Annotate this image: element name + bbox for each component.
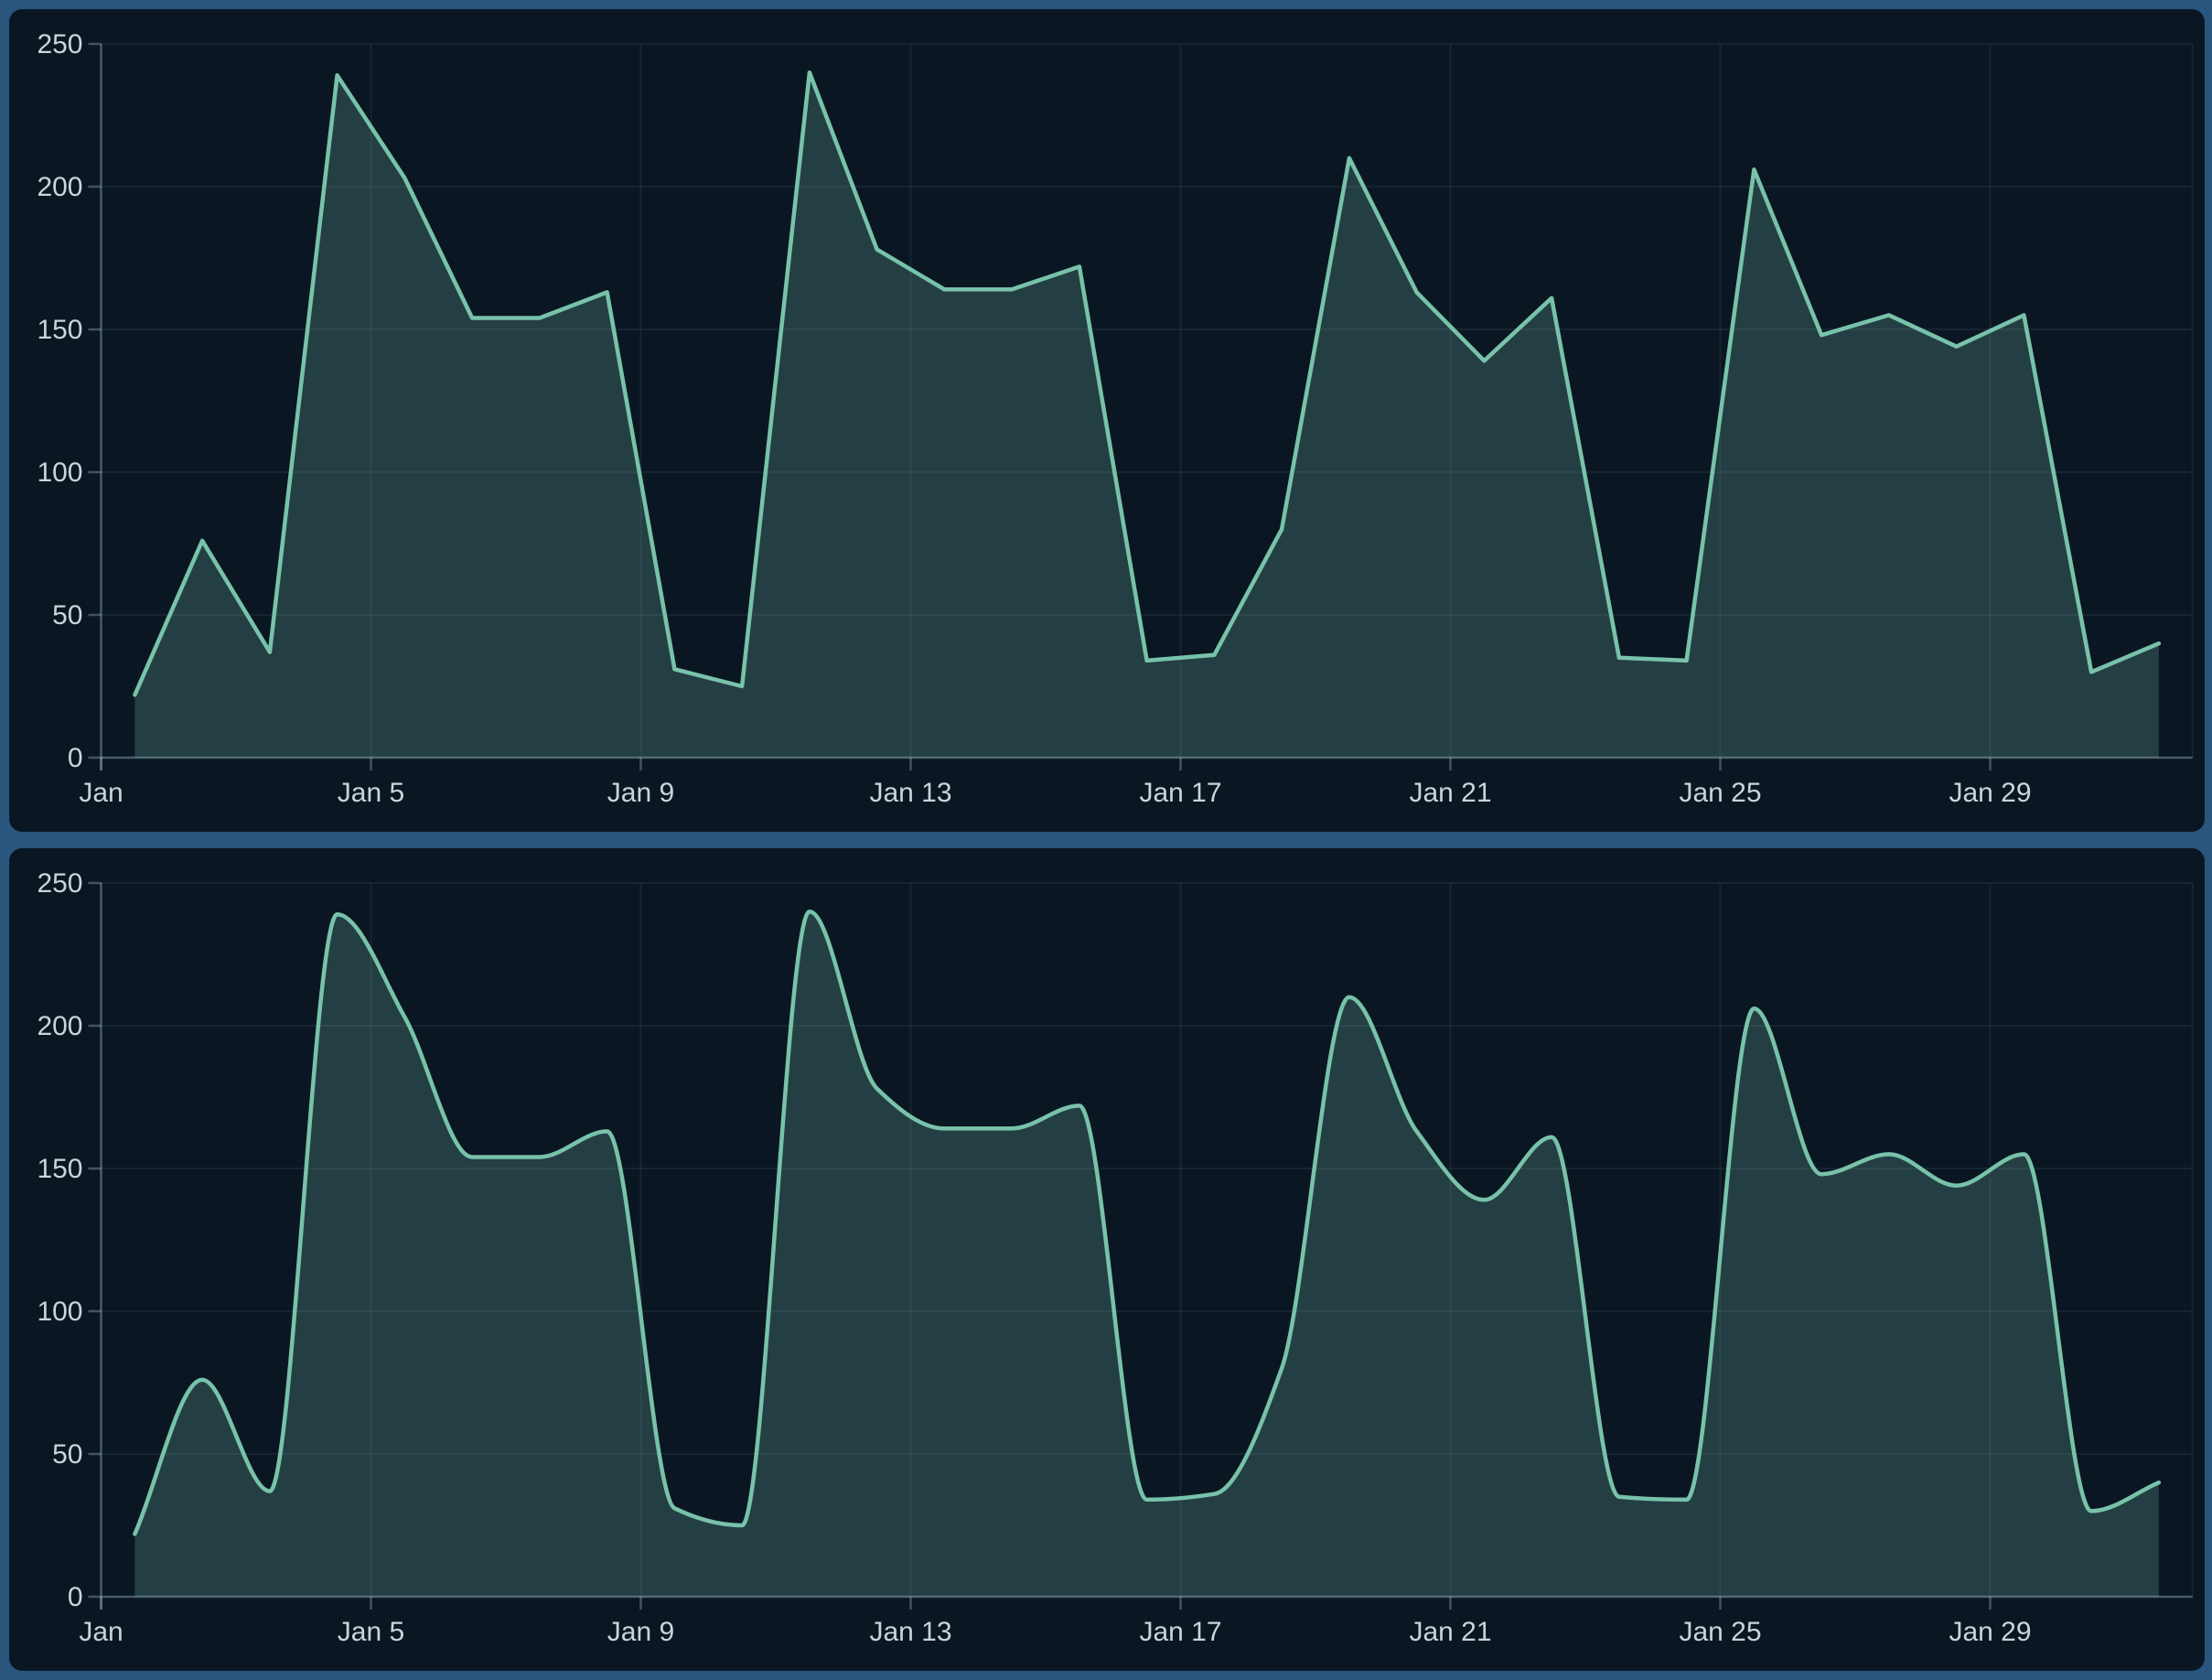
line-path — [133, 909, 2162, 1536]
x-tick-label: Jan 5 — [338, 1617, 404, 1647]
x-tick-label: Jan 25 — [1679, 1617, 1761, 1647]
area-fill — [134, 72, 2159, 758]
area-fill — [134, 911, 2159, 1597]
area-chart-panel-linear: 0 50 100 150 200 250 Jan Jan 5 Jan 9 Jan 13 Jan 17… — [9, 9, 2205, 832]
y-tick-label: 0 — [68, 1582, 83, 1612]
x-tick-label: Jan 9 — [607, 1617, 674, 1647]
y-tick-label: 250 — [37, 868, 82, 899]
y-tick-label: 0 — [68, 743, 83, 773]
x-tick-label: Jan 21 — [1409, 1617, 1491, 1647]
x-tick-label: Jan 9 — [607, 778, 674, 808]
area-chart-panel-smooth: 0 50 100 150 200 250 Jan Jan 5 Jan 9 Jan 13 Jan 17… — [9, 848, 2205, 1671]
x-tick-label: Jan 13 — [869, 778, 951, 808]
chart-canvas-linear[interactable]: 0 50 100 150 200 250 Jan Jan 5 Jan 9 Jan 13 Jan 17… — [9, 9, 2205, 832]
x-tick-label: Jan 17 — [1139, 778, 1221, 808]
x-tick-label: Jan 29 — [1949, 1617, 2031, 1647]
line-path — [133, 70, 2162, 697]
x-tick-label: Jan 25 — [1679, 778, 1761, 808]
x-tick-label: Jan 21 — [1409, 778, 1491, 808]
x-tick-label: Jan 17 — [1139, 1617, 1221, 1647]
x-tick-label: Jan 13 — [869, 1617, 951, 1647]
y-tick-label: 150 — [37, 1154, 82, 1184]
y-tick-label: 250 — [37, 29, 82, 59]
y-tick-label: 200 — [37, 1011, 82, 1041]
chart-canvas-smooth[interactable]: 0 50 100 150 200 250 Jan Jan 5 Jan 9 Jan 13 Jan 17… — [9, 848, 2205, 1671]
y-tick-label: 50 — [52, 1439, 82, 1470]
x-tick-label: Jan 5 — [338, 778, 404, 808]
y-tick-label: 200 — [37, 172, 82, 202]
y-tick-label: 50 — [52, 600, 82, 630]
x-tick-label: Jan — [79, 1617, 123, 1647]
y-tick-label: 100 — [37, 458, 82, 488]
x-tick-label: Jan 29 — [1949, 778, 2031, 808]
y-tick-label: 100 — [37, 1297, 82, 1327]
x-tick-label: Jan — [79, 778, 123, 808]
y-tick-label: 150 — [37, 315, 82, 345]
